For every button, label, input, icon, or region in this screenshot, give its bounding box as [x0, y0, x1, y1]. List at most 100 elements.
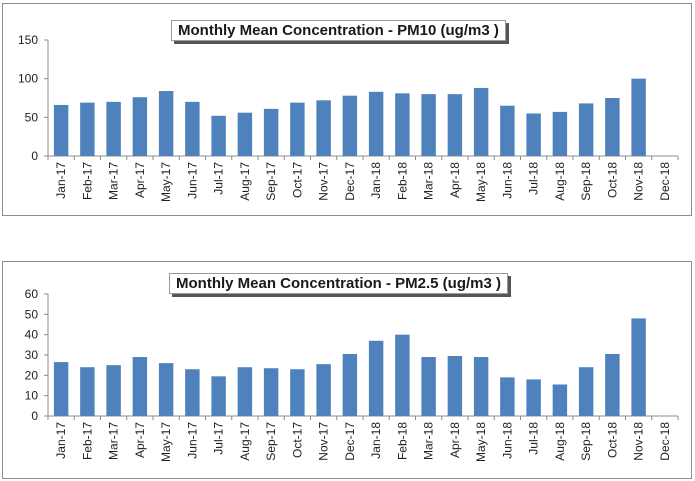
pm25-x-tick-label: Dec-18: [658, 422, 672, 461]
pm25-x-tick-label: Sep-18: [579, 422, 593, 461]
pm10-x-tick-label: Oct-18: [605, 162, 619, 198]
pm25-bar: [132, 357, 148, 416]
pm10-x-tick-label: Mar-17: [107, 162, 121, 200]
pm25-x-tick-label: Aug-18: [553, 422, 567, 461]
pm25-x-tick-label: Jan-18: [369, 422, 383, 459]
pm25-bar: [473, 357, 489, 416]
pm10-x-tick-label: Aug-18: [553, 162, 567, 201]
pm25-bar: [368, 340, 384, 416]
pm25-bar: [526, 379, 541, 416]
pm25-bar: [290, 369, 305, 416]
pm25-y-tick-label: 60: [25, 287, 39, 301]
pm10-bar: [578, 103, 594, 156]
pm10-bar: [631, 78, 646, 156]
pm10-bar: [395, 93, 410, 156]
pm25-bar: [211, 376, 226, 416]
pm10-x-tick-label: Nov-18: [632, 162, 646, 201]
pm25-x-tick-label: Apr-18: [448, 422, 462, 458]
pm25-bar: [395, 334, 410, 416]
pm10-y-tick-label: 0: [31, 149, 38, 163]
pm25-bar: [500, 377, 515, 416]
pm10-bar: [211, 115, 226, 156]
pm10-bar: [158, 91, 174, 156]
pm25-bar: [263, 368, 279, 416]
pm10-x-tick-label: Jul-17: [212, 162, 226, 195]
pm25-x-tick-label: Oct-18: [605, 422, 619, 458]
pm25-x-tick-label: Mar-18: [422, 422, 436, 460]
pm25-bar: [237, 367, 253, 416]
pm25-bar: [158, 363, 174, 416]
pm10-bar: [263, 108, 279, 156]
pm25-x-tick-label: May-18: [474, 422, 488, 462]
pm25-x-tick-label: Nov-17: [317, 422, 331, 461]
pm10-chart-plot: 0 50 100 150 Jan-17 Feb-17 Mar-17 Apr-17 May-17 J…: [18, 33, 679, 202]
pm10-bar: [53, 104, 69, 156]
pm10-bar: [80, 102, 95, 156]
pm10-x-tick-label: Jan-17: [54, 162, 68, 199]
pm25-x-tick-label: Oct-17: [290, 422, 304, 458]
pm10-y-tick-label: 150: [18, 33, 38, 47]
pm10-x-tick-label: May-17: [159, 162, 173, 202]
pm10-x-tick-label: Apr-18: [448, 162, 462, 198]
pm25-x-tick-label: Mar-17: [107, 422, 121, 460]
pm10-x-tick-label: Sep-17: [264, 162, 278, 201]
pm10-bar: [106, 101, 121, 156]
pm10-bar: [500, 105, 515, 156]
pm25-x-tick-label: May-17: [159, 422, 173, 462]
pm25-x-tick-label: Aug-17: [238, 422, 252, 461]
pm10-x-tick-label: Jun-17: [185, 162, 199, 199]
pm10-x-tick-label: Sep-18: [579, 162, 593, 201]
pm25-y-tick-label: 50: [25, 307, 39, 321]
pm25-x-tick-label: Jun-17: [185, 422, 199, 459]
pm10-x-tick-label: Oct-17: [290, 162, 304, 198]
pm25-x-tick-label: Feb-18: [395, 422, 409, 460]
pm10-x-tick-label: Jan-18: [369, 162, 383, 199]
pm25-chart-plot: 0 10 20 30 40 50 60 Jan-17 Feb-17 Mar-17 Apr-17 May…: [25, 287, 679, 462]
pm10-chart-title: Monthly Mean Concentration - PM10 (ug/m3…: [171, 20, 506, 41]
pm10-x-tick-label: Jul-18: [527, 162, 541, 195]
pm25-y-tick-label: 10: [25, 389, 39, 403]
pm25-y-tick-label: 30: [25, 348, 39, 362]
pm25-x-tick-label: Jul-18: [527, 422, 541, 455]
pm25-bar: [578, 367, 594, 416]
pm10-x-tick-label: Mar-18: [422, 162, 436, 200]
pm25-bar: [80, 367, 95, 416]
pm25-bar: [552, 384, 568, 416]
pm10-bar: [552, 111, 568, 156]
pm10-x-tick-label: Nov-17: [317, 162, 331, 201]
pm10-x-tick-label: Apr-17: [133, 162, 147, 198]
pm25-x-tick-label: Dec-17: [343, 422, 357, 461]
pm10-bar: [447, 94, 463, 156]
pm10-x-tick-label: May-18: [474, 162, 488, 202]
pm25-bar: [605, 353, 620, 416]
pm25-chart: 0 10 20 30 40 50 60 Jan-17 Feb-17 Mar-17 Apr-17 May…: [2, 261, 692, 479]
pm25-x-tick-label: Jul-17: [212, 422, 226, 455]
pm10-bar: [342, 95, 358, 156]
pm25-bar: [421, 357, 436, 416]
pm25-bar: [316, 364, 331, 416]
pm25-bar: [631, 318, 646, 416]
pm25-bar: [342, 353, 358, 416]
pm25-bar: [106, 365, 121, 416]
pm25-x-tick-label: Jun-18: [500, 422, 514, 459]
pm10-bar: [421, 94, 436, 156]
pm10-bar: [316, 100, 331, 156]
pm10-bar: [290, 102, 305, 156]
pm10-bar: [368, 91, 384, 156]
pm10-x-tick-label: Jun-18: [500, 162, 514, 199]
pm10-y-tick-label: 100: [18, 72, 38, 86]
pm10-bar: [526, 113, 541, 156]
pm25-bar: [185, 369, 200, 416]
pm25-y-tick-label: 20: [25, 368, 39, 382]
pm10-chart: 0 50 100 150 Jan-17 Feb-17 Mar-17 Apr-17 May-17 J…: [2, 3, 692, 216]
pm10-bar: [132, 97, 148, 156]
pm25-bar: [447, 356, 463, 416]
pm10-bar: [237, 112, 253, 156]
pm10-x-tick-label: Dec-17: [343, 162, 357, 201]
pm10-bar: [185, 101, 200, 156]
pm25-y-tick-label: 40: [25, 328, 39, 342]
pm25-x-tick-label: Sep-17: [264, 422, 278, 461]
pm10-bar: [473, 87, 489, 156]
pm25-x-tick-label: Apr-17: [133, 422, 147, 458]
pm25-y-tick-label: 0: [31, 409, 38, 423]
